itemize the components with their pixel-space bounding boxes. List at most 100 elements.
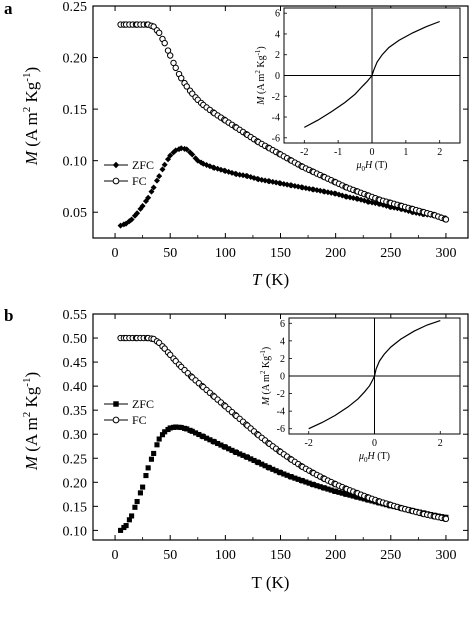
inset-y-tick-label: -4	[277, 407, 285, 418]
data-point-zfc	[145, 194, 152, 201]
inset-x-tick-label: -2	[300, 147, 308, 158]
data-point-fc	[172, 64, 179, 72]
x-tick-label: 250	[380, 548, 401, 563]
data-point-zfc	[262, 463, 268, 469]
legend: ZFC FC	[104, 397, 154, 427]
data-point-zfc	[336, 489, 342, 495]
inset-x-tick-label: -2	[305, 438, 313, 449]
data-point-zfc	[161, 161, 168, 168]
x-tick-label: 50	[163, 246, 177, 261]
y-axis-label: M (A m2 Kg-1)	[21, 67, 41, 166]
data-point-zfc	[151, 450, 157, 456]
data-point-zfc	[143, 473, 149, 479]
inset-y-tick-label: 6	[275, 9, 280, 20]
x-axis-label: T (K)	[252, 270, 289, 289]
data-point-zfc	[251, 457, 257, 464]
data-point-zfc	[333, 488, 339, 494]
data-point-zfc	[123, 523, 129, 529]
legend-marker-zfc	[112, 161, 120, 169]
data-point-zfc	[255, 460, 261, 466]
inset-y-tick-label: 0	[280, 372, 285, 383]
inset-chart: -2 0 2 -6 -4 -2 0 2 4 6 μ0H (T) M (A m2 Kg-1)	[259, 317, 461, 464]
x-tick-label: 250	[380, 246, 401, 261]
data-point-zfc	[273, 468, 279, 474]
x-tick-label: 0	[112, 246, 119, 261]
data-point-zfc	[183, 146, 190, 153]
data-point-zfc	[156, 436, 162, 442]
inset-x-tick-label: 2	[438, 438, 443, 449]
data-point-zfc	[259, 461, 265, 467]
inset-x-tick-label: 0	[370, 147, 375, 158]
data-point-zfc	[347, 492, 353, 498]
legend: ZFC FC	[104, 158, 154, 188]
data-point-zfc	[237, 451, 243, 457]
data-point-zfc	[200, 434, 206, 440]
inset-y-tick-label: -4	[272, 113, 280, 124]
data-point-zfc	[288, 474, 295, 480]
data-point-zfc	[123, 220, 130, 227]
data-point-zfc	[211, 439, 217, 445]
y-tick-label: 0.50	[63, 332, 88, 347]
x-axis-label: T (K)	[252, 573, 290, 592]
data-point-zfc	[196, 431, 202, 438]
inset-y-tick-label: -6	[277, 424, 285, 435]
inset-chart: -2 -1 0 1 2 -6 -4 -2 0 2 4 6 μ0H (T) M (A m2 Kg-1)	[254, 7, 461, 173]
y-tick-label: 0.20	[63, 52, 88, 67]
data-point-zfc	[148, 456, 155, 462]
data-point-zfc	[137, 490, 143, 496]
data-point-zfc	[233, 449, 239, 456]
data-point-zfc	[317, 484, 323, 490]
data-point-zfc	[229, 447, 235, 453]
y-tick-label: 0.15	[63, 500, 88, 515]
data-point-zfc	[173, 424, 179, 430]
x-tick-label: 200	[325, 246, 346, 261]
legend-label-fc: FC	[132, 174, 147, 188]
y-axis-label: M (A m2 Kg-1)	[21, 372, 41, 471]
data-point-zfc	[355, 494, 361, 500]
data-point-zfc	[266, 465, 273, 471]
data-point-zfc	[270, 466, 276, 472]
chart-panel-b: 0 50 100 150 200 250 3000.100.150.200.250.300.…	[21, 308, 469, 592]
data-point-zfc	[303, 479, 309, 485]
y-tick-label: 0.35	[63, 404, 88, 419]
data-point-fc	[442, 515, 450, 523]
y-tick-label: 0.05	[63, 206, 88, 221]
data-point-fc	[155, 29, 163, 37]
x-tick-label: 50	[163, 548, 177, 563]
data-point-zfc	[226, 446, 232, 452]
data-point-fc	[442, 216, 450, 223]
data-point-fc	[167, 52, 174, 59]
y-tick-label: 0.45	[63, 356, 88, 371]
x-tick-label: 150	[270, 246, 291, 261]
data-point-zfc	[322, 485, 328, 491]
data-point-zfc	[248, 456, 254, 462]
inset-magnetization-curve	[304, 20, 440, 128]
y-tick-label: 0.40	[63, 380, 88, 395]
y-tick-label: 0.55	[63, 308, 88, 323]
series-fc	[117, 21, 450, 223]
x-tick-label: 150	[270, 548, 291, 563]
data-point-zfc	[292, 475, 298, 481]
inset-magnetization-curve	[308, 320, 441, 430]
panel-letter-b: b	[4, 306, 14, 325]
inset-x-tick-label: 1	[403, 147, 408, 158]
inset-y-tick-label: 0	[275, 71, 280, 82]
inset-y-tick-label: 4	[275, 29, 280, 40]
data-point-zfc	[129, 513, 135, 519]
data-point-zfc	[140, 484, 146, 490]
data-point-zfc	[281, 471, 287, 477]
data-point-zfc	[159, 166, 166, 173]
data-point-zfc	[204, 435, 210, 441]
inset-x-axis-label: μ0H (T)	[355, 160, 387, 173]
data-point-zfc	[300, 478, 306, 484]
data-point-zfc	[339, 490, 345, 496]
data-point-zfc	[244, 454, 250, 460]
data-point-zfc	[284, 472, 290, 478]
x-tick-label: 100	[215, 246, 236, 261]
y-tick-label: 0.30	[63, 428, 88, 443]
x-tick-label: 300	[435, 246, 456, 261]
data-point-zfc	[344, 491, 350, 497]
series-fc	[117, 334, 450, 523]
